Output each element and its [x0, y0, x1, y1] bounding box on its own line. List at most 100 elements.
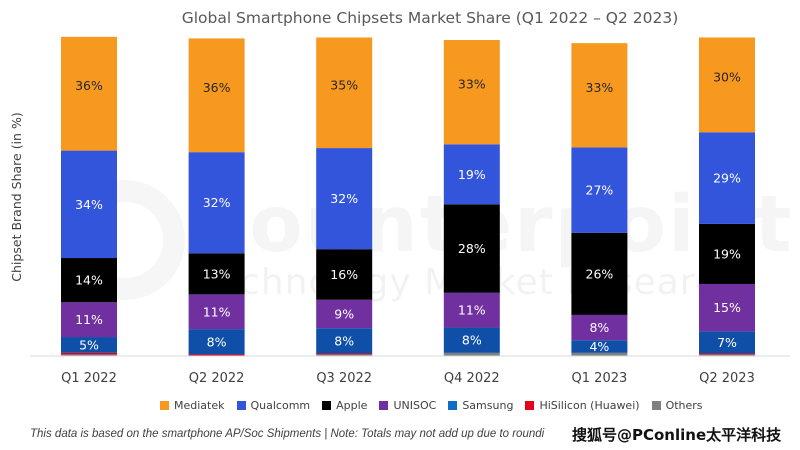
chart-legend: Mediatek Qualcomm Apple UNISOC Samsung HiSili… [160, 399, 703, 412]
legend-label: Mediatek [174, 399, 225, 412]
data-label: 27% [586, 183, 614, 198]
credit-text: 搜狐号@PConline太平洋科技 [572, 426, 782, 444]
source-credit: 搜狐号@PConline太平洋科技 [570, 424, 784, 445]
legend-item-qualcomm: Qualcomm [236, 399, 311, 412]
bar-segment-unisoc-q2-2022 [188, 294, 245, 330]
legend-swatch-icon [322, 401, 332, 410]
data-label: 14% [75, 273, 103, 288]
data-label: 15% [713, 300, 741, 315]
legend-swatch-icon [379, 401, 389, 410]
bar-segment-mediatek-q3-2022 [316, 37, 373, 149]
bar-segment-hisilicon-huawei-q2-2022 [188, 354, 245, 356]
bar-segment-mediatek-q1-2022 [61, 36, 117, 151]
data-label: 19% [458, 167, 486, 182]
bar-segment-unisoc-q3-2022 [316, 299, 373, 329]
legend-swatch-icon [651, 401, 661, 410]
x-tick-label: Q2 2022 [189, 371, 245, 386]
legend-item-others: Others [651, 399, 703, 412]
bar-segment-qualcomm-q2-2022 [188, 152, 245, 254]
bar-segment-mediatek-q1-2023 [571, 43, 628, 148]
stacked-bar-chart: Global Smartphone Chipsets Market Share … [9, 9, 790, 386]
legend-label: UNISOC [393, 399, 437, 412]
legend-item-samsung: Samsung [448, 399, 513, 412]
bar-segment-qualcomm-q3-2022 [316, 148, 373, 250]
data-label: 29% [713, 171, 741, 186]
data-label: 8% [334, 333, 354, 348]
data-label: 34% [75, 197, 103, 212]
data-label: 30% [713, 69, 741, 84]
y-axis-label: Chipset Brand Share (in %) [9, 112, 24, 281]
bar-segment-mediatek-q2-2023 [699, 37, 755, 133]
legend-item-unisoc: UNISOC [379, 399, 436, 412]
x-tick-label: Q4 2022 [444, 371, 500, 386]
bar-segment-hisilicon-huawei-q3-2022 [316, 353, 373, 355]
bar-segment-others-q1-2023 [571, 352, 628, 356]
bar-segment-unisoc-q2-2023 [699, 283, 755, 332]
bar-segment-others-q3-2022 [316, 354, 373, 356]
bar-segment-unisoc-q1-2022 [61, 302, 117, 338]
data-label: 33% [458, 77, 486, 92]
data-label: 33% [586, 80, 614, 95]
legend-swatch-icon [525, 401, 535, 410]
data-label: 13% [203, 266, 231, 281]
x-tick-labels: Q1 2022 Q2 2022 Q3 2022 Q4 2022 Q1 2023 Q2 20… [61, 371, 755, 386]
bar-segment-mediatek-q2-2022 [188, 38, 245, 153]
legend-swatch-icon [448, 401, 458, 410]
data-label: 11% [458, 303, 486, 318]
bar-segment-others-q4-2022 [443, 352, 500, 356]
bar-segment-samsung-q1-2023 [571, 340, 628, 353]
bar-segment-samsung-q2-2022 [188, 329, 245, 355]
data-label: 11% [203, 304, 231, 319]
bar-segment-apple-q2-2023 [699, 223, 755, 284]
bar-segment-unisoc-q1-2023 [571, 314, 628, 341]
data-label: 19% [713, 246, 741, 261]
bar-segment-apple-q4-2022 [443, 204, 500, 293]
bar-segment-qualcomm-q1-2022 [61, 150, 117, 259]
data-label: 5% [79, 337, 99, 352]
footnote: This data is based on the smartphone AP/… [30, 428, 545, 440]
bar-segment-samsung-q2-2023 [699, 331, 755, 354]
bar-segment-apple-q1-2022 [61, 258, 117, 303]
legend-item-apple: Apple [322, 399, 367, 412]
bar-segment-others-q2-2023 [699, 354, 755, 356]
bar-segment-others-q1-2022 [61, 354, 117, 356]
bar-segment-qualcomm-q1-2023 [571, 147, 628, 233]
data-label: 28% [458, 241, 486, 256]
bars-group: 5% 11% 14% 34% 36% 8% 11% 13% 32% 36% 8% 9% 16% 32% 35… [61, 36, 755, 356]
data-label: 32% [330, 191, 358, 206]
data-label: 7% [717, 335, 737, 350]
legend-label: Others [665, 399, 703, 412]
bar-segment-hisilicon-huawei-q1-2022 [61, 352, 117, 355]
bar-segment-apple-q3-2022 [316, 249, 373, 300]
legend-item-hisilicon-huawei: HiSilicon (Huawei) [525, 399, 640, 412]
bar-segment-samsung-q1-2022 [61, 337, 117, 353]
bar-segment-qualcomm-q4-2022 [443, 144, 500, 205]
data-label: 32% [203, 195, 231, 210]
data-label: 11% [75, 312, 103, 327]
data-label: 36% [203, 80, 231, 95]
legend-label: Qualcomm [250, 399, 311, 412]
data-label: 8% [207, 334, 227, 349]
bar-segment-mediatek-q4-2022 [443, 40, 500, 145]
legend-swatch-icon [236, 401, 246, 410]
data-label: 16% [330, 267, 358, 282]
data-label: 8% [462, 333, 482, 348]
data-label: 4% [589, 339, 609, 354]
data-label: 35% [330, 77, 358, 92]
bar-segment-hisilicon-huawei-q2-2023 [699, 353, 755, 355]
data-label: 9% [334, 306, 354, 321]
legend-item-mediatek: Mediatek [160, 399, 225, 412]
legend-swatch-icon [160, 401, 169, 410]
legend-label: Samsung [462, 399, 514, 412]
x-tick-label: Q3 2022 [316, 371, 372, 386]
bar-segment-qualcomm-q2-2023 [699, 132, 755, 224]
data-label: 8% [589, 320, 609, 335]
x-tick-label: Q1 2022 [61, 371, 117, 386]
bar-segment-apple-q2-2022 [188, 253, 245, 295]
bar-segment-samsung-q4-2022 [443, 327, 500, 353]
x-tick-label: Q1 2023 [572, 371, 628, 386]
x-tick-label: Q2 2023 [699, 371, 755, 386]
data-label: 36% [75, 78, 103, 93]
legend-label: HiSilicon (Huawei) [539, 399, 640, 412]
chart-title: Global Smartphone Chipsets Market Share … [182, 9, 679, 27]
